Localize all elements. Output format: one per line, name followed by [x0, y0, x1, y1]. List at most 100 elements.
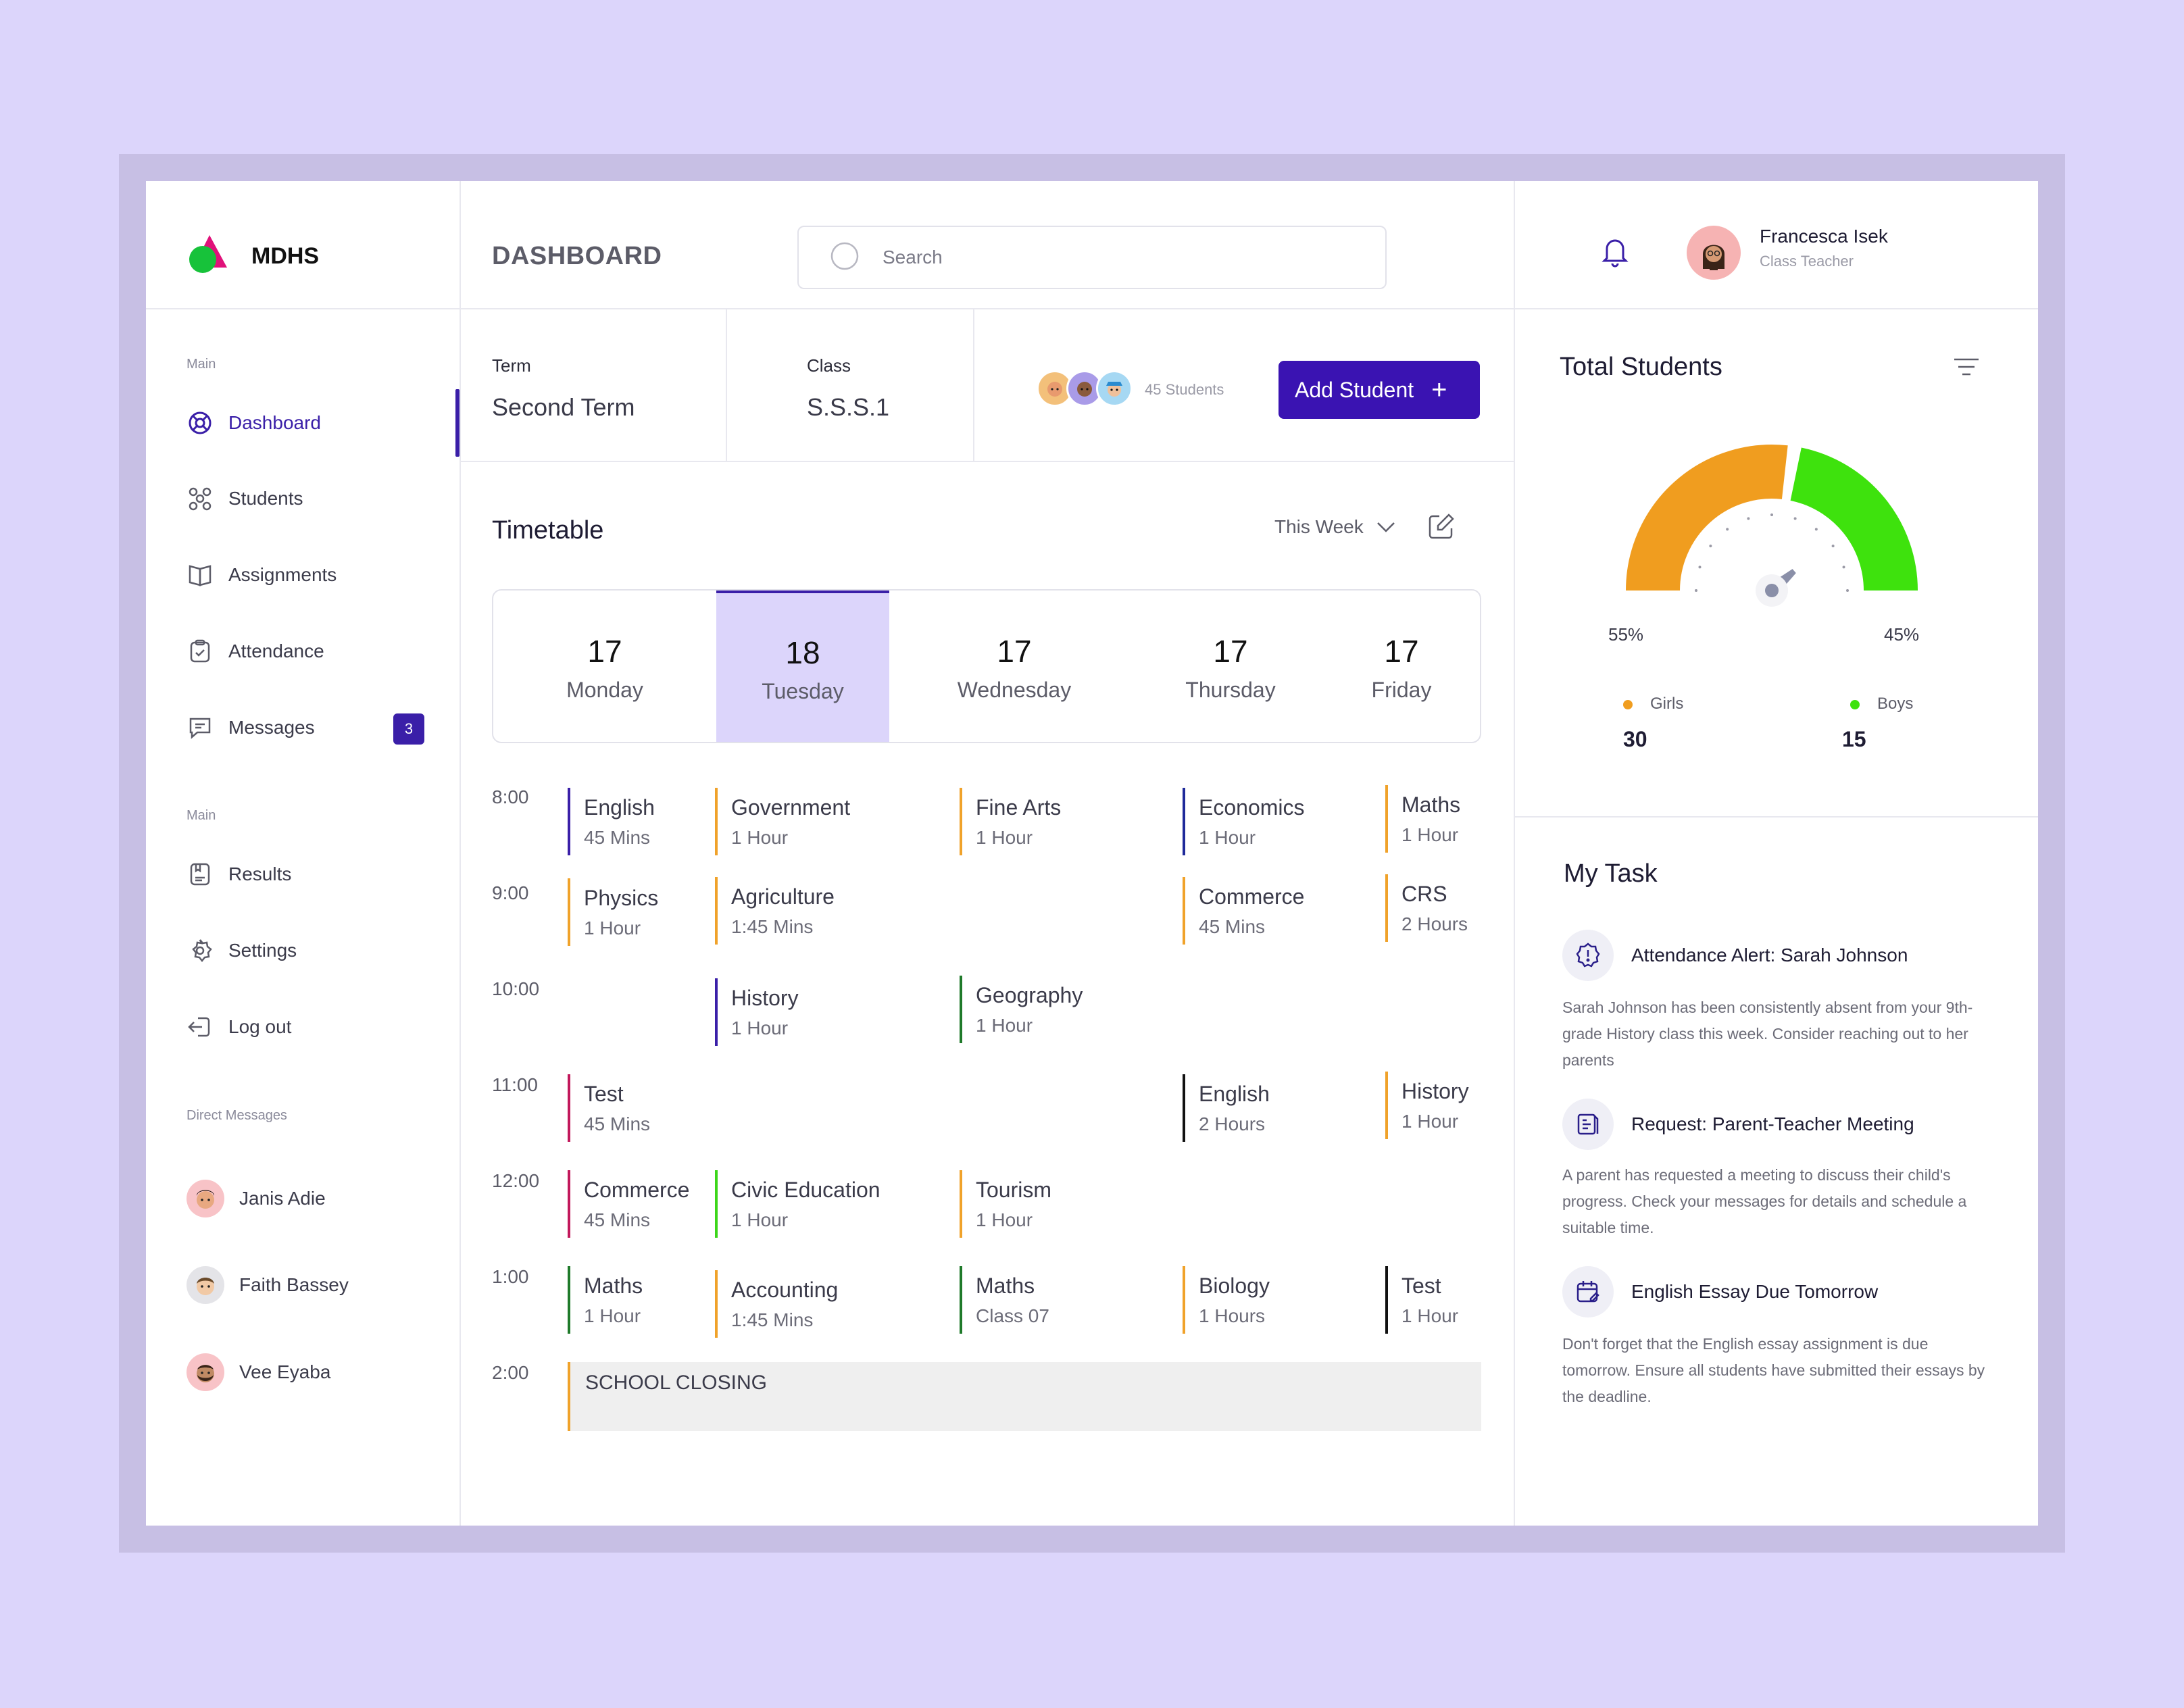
class-block[interactable]: Accounting 1:45 Mins: [715, 1270, 838, 1338]
class-duration: 1 Hour: [1199, 826, 1256, 848]
day-monday[interactable]: 17 Monday: [493, 591, 716, 742]
day-number: 17: [587, 633, 622, 669]
class-block[interactable]: Commerce 45 Mins: [568, 1170, 689, 1238]
girls-legend-dot: [1623, 700, 1633, 709]
task-title[interactable]: English Essay Due Tomorrow: [1631, 1281, 1879, 1302]
sidebar-item-students[interactable]: Students: [187, 478, 470, 519]
class-block[interactable]: Maths Class 07: [960, 1266, 1049, 1334]
edit-icon[interactable]: [1426, 512, 1456, 545]
day-thursday[interactable]: 17 Thursday: [1139, 591, 1322, 742]
class-subject: Physics: [584, 885, 659, 910]
class-duration: 1 Hour: [976, 1209, 1033, 1230]
add-student-label: Add Student: [1295, 377, 1414, 402]
time-label: 2:00: [492, 1362, 529, 1383]
page-title: DASHBOARD: [492, 242, 662, 270]
gauge-tick: [1846, 589, 1849, 592]
class-duration: 1:45 Mins: [731, 915, 814, 937]
week-range-dropdown[interactable]: This Week: [1274, 516, 1396, 538]
filter-icon[interactable]: [1952, 357, 1981, 380]
avatar: [187, 1180, 224, 1217]
dm-item-vee[interactable]: Vee Eyaba: [187, 1351, 330, 1394]
class-subject: Economics: [1199, 795, 1305, 820]
sidebar-item-label: Students: [228, 488, 303, 509]
class-block[interactable]: English 45 Mins: [568, 788, 655, 855]
sidebar-item-label: Dashboard: [228, 412, 321, 433]
class-block[interactable]: Commerce 45 Mins: [1183, 877, 1304, 945]
class-block[interactable]: Maths 1 Hour: [568, 1266, 643, 1334]
student-avatars-group[interactable]: [1037, 370, 1133, 408]
user-name: Francesca Isek: [1760, 226, 1888, 247]
class-block[interactable]: Tourism 1 Hour: [960, 1170, 1051, 1238]
students-count: 45 Students: [1145, 381, 1224, 398]
gauge-tick: [1709, 545, 1712, 548]
class-block[interactable]: CRS 2 Hours: [1385, 874, 1468, 942]
gauge-chart: [1626, 445, 1918, 607]
sidebar-item-logout[interactable]: Log out: [187, 1007, 470, 1047]
class-block[interactable]: History 1 Hour: [715, 978, 799, 1046]
notification-bell-icon[interactable]: [1602, 235, 1629, 271]
class-duration: 1 Hour: [976, 826, 1033, 848]
task-title[interactable]: Attendance Alert: Sarah Johnson: [1631, 945, 1908, 965]
class-duration: 1 Hours: [1199, 1305, 1266, 1326]
class-block[interactable]: Geography 1 Hour: [960, 976, 1083, 1043]
my-task-title: My Task: [1564, 859, 1658, 888]
user-avatar[interactable]: [1687, 226, 1741, 280]
sidebar-item-settings[interactable]: Settings: [187, 930, 470, 971]
class-block[interactable]: History 1 Hour: [1385, 1072, 1469, 1139]
gauge-tick: [1698, 566, 1702, 569]
lifebuoy-icon: [187, 409, 214, 436]
day-name: Thursday: [1185, 677, 1276, 702]
day-friday[interactable]: 17 Friday: [1322, 591, 1480, 742]
dm-name: Faith Bassey: [239, 1274, 349, 1295]
day-number: 17: [1213, 633, 1248, 669]
document-icon: [1562, 1099, 1614, 1150]
day-wednesday[interactable]: 17 Wednesday: [889, 591, 1139, 742]
sidebar-section-main: Main: [187, 357, 216, 372]
class-duration: 2 Hours: [1401, 913, 1468, 934]
sidebar-item-label: Attendance: [228, 640, 324, 661]
class-subject: History: [1401, 1078, 1469, 1103]
class-block[interactable]: Government 1 Hour: [715, 788, 850, 855]
class-block[interactable]: Biology 1 Hours: [1183, 1266, 1270, 1334]
class-block[interactable]: Civic Education 1 Hour: [715, 1170, 880, 1238]
add-student-button[interactable]: Add Student +: [1279, 361, 1480, 419]
girls-count: 30: [1623, 727, 1647, 751]
day-name: Monday: [566, 677, 643, 702]
dm-item-faith[interactable]: Faith Bassey: [187, 1263, 349, 1307]
task-description: Sarah Johnson has been consistently abse…: [1562, 999, 1973, 1069]
class-block[interactable]: Physics 1 Hour: [568, 878, 658, 946]
gear-icon: [187, 937, 214, 964]
sidebar-item-attendance[interactable]: Attendance: [187, 631, 470, 672]
sidebar-item-assignments[interactable]: Assignments: [187, 555, 470, 595]
gauge-tick: [1747, 517, 1750, 520]
class-block[interactable]: Fine Arts 1 Hour: [960, 788, 1061, 855]
timetable-title: Timetable: [492, 516, 604, 545]
day-tuesday[interactable]: 18 Tuesday: [716, 591, 889, 742]
gauge-tick: [1726, 528, 1729, 531]
class-subject: Biology: [1199, 1273, 1270, 1298]
time-label: 9:00: [492, 882, 529, 903]
class-block[interactable]: Test 45 Mins: [568, 1074, 650, 1142]
task-title[interactable]: Request: Parent-Teacher Meeting: [1631, 1113, 1914, 1134]
term-value[interactable]: Second Term: [492, 393, 635, 421]
class-duration: Class 07: [976, 1305, 1049, 1326]
class-value[interactable]: S.S.S.1: [807, 393, 890, 421]
class-block[interactable]: Economics 1 Hour: [1183, 788, 1305, 855]
sidebar-item-messages[interactable]: Messages: [187, 707, 470, 748]
sidebar-item-results[interactable]: Results: [187, 854, 470, 895]
time-label: 12:00: [492, 1170, 540, 1191]
school-closing-block[interactable]: SCHOOL CLOSING: [568, 1362, 1481, 1431]
search-input[interactable]: Search: [797, 226, 1387, 289]
boys-percent: 45%: [1884, 624, 1920, 645]
girls-percent: 55%: [1608, 624, 1644, 645]
class-block[interactable]: English 2 Hours: [1183, 1074, 1270, 1142]
class-subject: Accounting: [731, 1277, 839, 1302]
task-description: Don't forget that the English essay assi…: [1562, 1335, 1985, 1405]
class-block[interactable]: Test 1 Hour: [1385, 1266, 1458, 1334]
sidebar-section-main-2: Main: [187, 808, 216, 823]
gauge-hub-dot: [1765, 584, 1779, 597]
sidebar-item-dashboard[interactable]: Dashboard: [187, 403, 470, 443]
dm-item-janis[interactable]: Janis Adie: [187, 1177, 326, 1220]
class-block[interactable]: Maths 1 Hour: [1385, 785, 1460, 853]
class-block[interactable]: Agriculture 1:45 Mins: [715, 877, 835, 945]
